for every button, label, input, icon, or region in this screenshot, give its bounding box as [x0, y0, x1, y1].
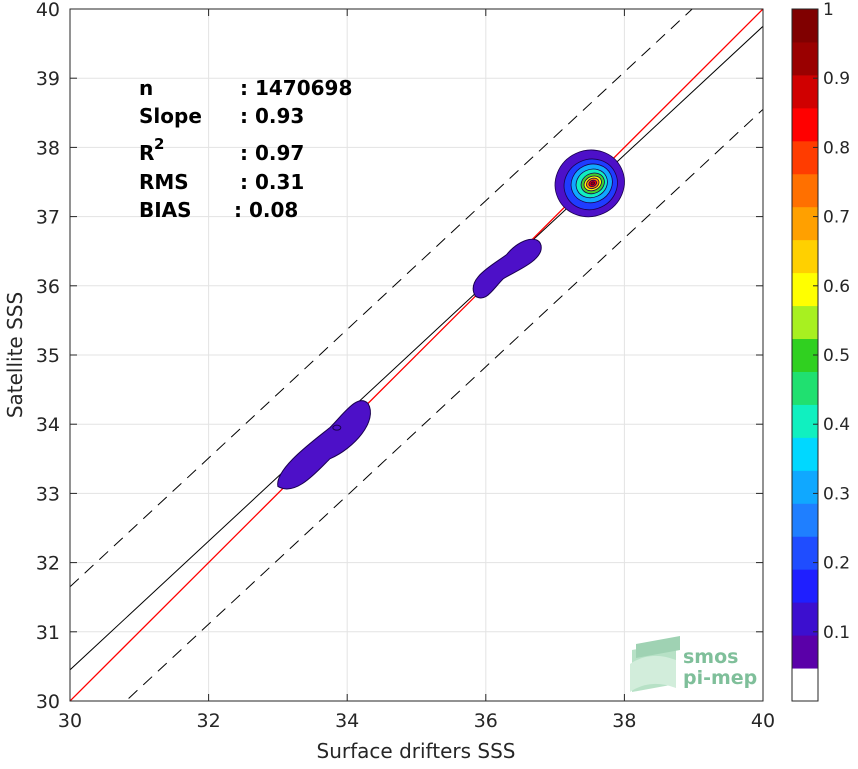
density-cluster-mid-salinity [472, 238, 542, 299]
colorbar-tick-label: 0.3 [823, 484, 850, 504]
colorbar-tick-label: 1 [823, 0, 834, 20]
y-tick-label: 37 [36, 207, 60, 229]
x-axis-label: Surface drifters SSS [317, 739, 516, 763]
stat-slope-value: : 0.93 [240, 104, 304, 128]
colorbar-segment [792, 305, 818, 340]
y-tick-label: 36 [36, 276, 60, 298]
colorbar-segment [792, 107, 818, 142]
stat-slope-label: Slope [139, 104, 202, 128]
colorbar-tick-label: 0.9 [823, 69, 850, 89]
y-tick-label: 39 [36, 68, 60, 90]
colorbar-segment [792, 536, 818, 570]
x-tick-label: 34 [335, 710, 359, 732]
y-tick-label: 40 [36, 0, 60, 21]
x-tick-label: 30 [58, 710, 82, 732]
density-inner-contour [332, 424, 342, 431]
stat-rms-value: : 0.31 [240, 170, 304, 194]
colorbar-tick-label: 0.4 [823, 415, 850, 435]
colorbar-segment [792, 569, 818, 603]
upper-bound-dashed-line [70, 9, 693, 588]
stat-n-label: n [139, 76, 153, 100]
colorbar-segment [792, 470, 818, 504]
colorbar-segment [792, 239, 818, 274]
colorbar-segment [792, 41, 818, 76]
stat-r2-superscript: 2 [154, 135, 164, 153]
logo-text-smos: smos [683, 646, 738, 668]
density-cluster-low-salinity [277, 400, 371, 490]
y-tick-label: 30 [36, 691, 60, 713]
reference-lines-layer [70, 9, 763, 701]
colorbar-tick-label: 0.6 [823, 277, 850, 297]
colorbar-tick-label: 0.7 [823, 208, 850, 228]
y-tick-label: 33 [36, 483, 60, 505]
stat-r2-value: : 0.97 [240, 141, 304, 165]
logo-text-pimep: pi-mep [683, 667, 757, 689]
stat-n-value: : 1470698 [240, 76, 352, 100]
y-tick-label: 38 [36, 137, 60, 159]
colorbar-segment [792, 9, 818, 43]
regression-line [70, 25, 763, 671]
stat-bias-value: : 0.08 [234, 198, 298, 222]
colorbar-segment [792, 503, 818, 537]
y-tick-label: 31 [36, 622, 60, 644]
colorbar-segment [792, 635, 818, 669]
axis-ticks-layer: 30 32 34 36 38 40 30 31 32 33 34 35 36 37 38 39 40 [36, 0, 775, 732]
y-tick-label: 32 [36, 553, 60, 575]
smos-pimep-logo: smos pi-mep [630, 636, 757, 692]
stats-box: n : 1470698 Slope : 0.93 R 2 : 0.97 RMS … [139, 76, 352, 222]
colorbar-segment [792, 140, 818, 175]
logo-wave-icon [630, 636, 680, 692]
colorbar: 0.1 0.2 0.3 0.4 0.5 0.6 0.7 0.8 0.9 1 [791, 0, 850, 702]
colorbar-segment [792, 371, 818, 405]
colorbar-tick-label: 0.5 [823, 346, 850, 366]
y-axis-label: Satellite SSS [3, 292, 27, 418]
density-contours-layer [277, 149, 625, 490]
density-contour-level-9 [590, 181, 596, 186]
stat-bias-label: BIAS [139, 198, 192, 222]
colorbar-segment [792, 173, 818, 208]
colorbar-tick-label: 0.1 [823, 623, 850, 643]
x-tick-label: 36 [474, 710, 498, 732]
colorbar-segment [792, 437, 818, 471]
colorbar-segment [792, 668, 818, 702]
y-tick-label: 35 [36, 345, 60, 367]
x-tick-label: 38 [612, 710, 636, 732]
x-tick-label: 40 [751, 710, 775, 732]
colorbar-tick-label: 0.8 [823, 138, 850, 158]
lower-bound-dashed-line [125, 108, 763, 701]
identity-line [70, 9, 763, 701]
colorbar-segment [792, 206, 818, 241]
colorbar-segment [792, 602, 818, 636]
colorbar-segment [792, 272, 818, 307]
y-tick-label: 34 [36, 414, 60, 436]
colorbar-tick-label: 0.2 [823, 554, 850, 574]
stat-r2-label: R [139, 141, 154, 165]
stat-rms-label: RMS [139, 170, 189, 194]
colorbar-segment [792, 404, 818, 438]
colorbar-segment [792, 74, 818, 109]
x-tick-label: 32 [197, 710, 221, 732]
